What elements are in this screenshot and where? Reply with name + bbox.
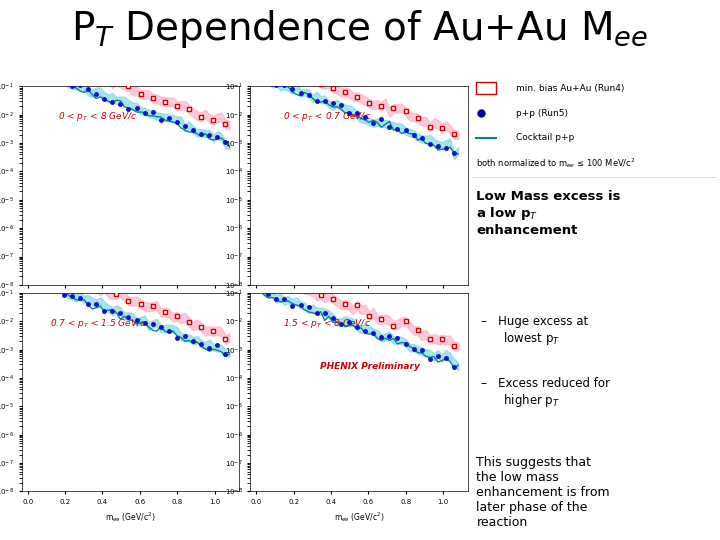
Text: –   Excess reduced for
      higher p$_T$: – Excess reduced for higher p$_T$ (482, 377, 611, 409)
X-axis label: m$_{ee}$ (GeV/c$^2$): m$_{ee}$ (GeV/c$^2$) (334, 511, 384, 524)
Text: both normalized to m$_{ee}$ ≤ 100 MeV/c$^2$: both normalized to m$_{ee}$ ≤ 100 MeV/c$… (477, 156, 636, 170)
Text: –   Huge excess at
      lowest p$_T$: – Huge excess at lowest p$_T$ (482, 315, 589, 347)
Text: PHENIX Preliminary: PHENIX Preliminary (320, 362, 420, 372)
Text: 0 < p$_T$ < 8 GeV/c: 0 < p$_T$ < 8 GeV/c (58, 110, 138, 123)
Text: 0.7 < p$_T$ < 1.5 GeV/c: 0.7 < p$_T$ < 1.5 GeV/c (50, 317, 146, 330)
Text: Cocktail p+p: Cocktail p+p (516, 133, 574, 143)
X-axis label: m$_{ee}$ (GeV/c$^2$): m$_{ee}$ (GeV/c$^2$) (105, 511, 156, 524)
Text: P$_T$ Dependence of Au+Au M$_{ee}$: P$_T$ Dependence of Au+Au M$_{ee}$ (71, 8, 649, 50)
Text: p+p (Run5): p+p (Run5) (516, 109, 567, 118)
Text: min. bias Au+Au (Run4): min. bias Au+Au (Run4) (516, 84, 624, 93)
Text: 1.5 < p$_T$ < 8 GeV/c: 1.5 < p$_T$ < 8 GeV/c (282, 317, 370, 330)
Text: 0 < p$_T$ < 0.7 GeV/c: 0 < p$_T$ < 0.7 GeV/c (282, 110, 370, 123)
Text: Low Mass excess is
a low p$_T$
enhancement: Low Mass excess is a low p$_T$ enhanceme… (477, 190, 621, 238)
Text: This suggests that
the low mass
enhancement is from
later phase of the
reaction
: This suggests that the low mass enhancem… (477, 456, 610, 540)
